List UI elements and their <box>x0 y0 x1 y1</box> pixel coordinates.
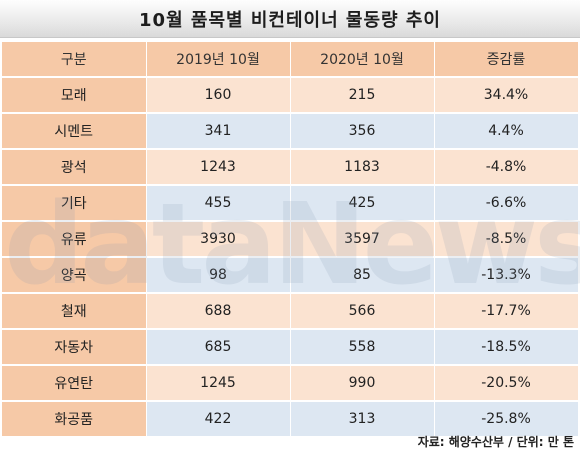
row-change-rate: 34.4% <box>434 77 579 114</box>
title-bar: 10월 품목별 비컨테이너 물동량 추이 <box>0 0 580 38</box>
header-change: 증감률 <box>434 42 579 78</box>
table-header-row: 구분 2019년 10월 2020년 10월 증감률 <box>2 42 579 78</box>
table-container: 구분 2019년 10월 2020년 10월 증감률 모래 160 215 34.4%… <box>2 42 579 438</box>
table-row: 화공품 422 313 -25.8% <box>2 401 579 438</box>
table-row: 유류 3930 3597 -8.5% <box>2 221 579 258</box>
row-2020-value: 990 <box>290 365 435 402</box>
row-2019-value: 422 <box>146 401 291 438</box>
row-category: 철재 <box>2 293 147 330</box>
row-category: 시멘트 <box>2 113 147 150</box>
row-2020-value: 566 <box>290 293 435 330</box>
row-2019-value: 455 <box>146 185 291 222</box>
row-change-rate: -13.3% <box>434 257 579 294</box>
row-2019-value: 1243 <box>146 149 291 186</box>
table-row: 시멘트 341 356 4.4% <box>2 113 579 150</box>
source-note: 자료: 해양수산부 / 단위: 만 톤 <box>417 435 574 449</box>
row-change-rate: -6.6% <box>434 185 579 222</box>
row-change-rate: 4.4% <box>434 113 579 150</box>
row-category: 자동차 <box>2 329 147 366</box>
row-category: 양곡 <box>2 257 147 294</box>
table-row: 유연탄 1245 990 -20.5% <box>2 365 579 402</box>
row-2019-value: 98 <box>146 257 291 294</box>
row-category: 화공품 <box>2 401 147 438</box>
header-category: 구분 <box>2 42 147 78</box>
row-category: 유연탄 <box>2 365 147 402</box>
table-row: 양곡 98 85 -13.3% <box>2 257 579 294</box>
row-2020-value: 215 <box>290 77 435 114</box>
row-category: 모래 <box>2 77 147 114</box>
row-category: 유류 <box>2 221 147 258</box>
row-2020-value: 425 <box>290 185 435 222</box>
row-2020-value: 313 <box>290 401 435 438</box>
row-2020-value: 1183 <box>290 149 435 186</box>
row-category: 기타 <box>2 185 147 222</box>
row-change-rate: -8.5% <box>434 221 579 258</box>
row-change-rate: -4.8% <box>434 149 579 186</box>
page-title: 10월 품목별 비컨테이너 물동량 추이 <box>139 9 441 31</box>
table-row: 기타 455 425 -6.6% <box>2 185 579 222</box>
row-change-rate: -17.7% <box>434 293 579 330</box>
row-2019-value: 685 <box>146 329 291 366</box>
row-change-rate: -25.8% <box>434 401 579 438</box>
header-2019: 2019년 10월 <box>146 42 291 78</box>
row-2019-value: 3930 <box>146 221 291 258</box>
row-change-rate: -18.5% <box>434 329 579 366</box>
data-table: 구분 2019년 10월 2020년 10월 증감률 모래 160 215 34.4%… <box>2 42 579 438</box>
row-2019-value: 688 <box>146 293 291 330</box>
header-2020: 2020년 10월 <box>290 42 435 78</box>
row-2019-value: 341 <box>146 113 291 150</box>
row-category: 광석 <box>2 149 147 186</box>
row-2020-value: 3597 <box>290 221 435 258</box>
row-2019-value: 160 <box>146 77 291 114</box>
table-row: 광석 1243 1183 -4.8% <box>2 149 579 186</box>
table-row: 자동차 685 558 -18.5% <box>2 329 579 366</box>
table-body: 모래 160 215 34.4% 시멘트 341 356 4.4% 광석 1243 1183 -4.8… <box>2 77 579 438</box>
table-row: 철재 688 566 -17.7% <box>2 293 579 330</box>
row-2019-value: 1245 <box>146 365 291 402</box>
row-change-rate: -20.5% <box>434 365 579 402</box>
row-2020-value: 356 <box>290 113 435 150</box>
table-row: 모래 160 215 34.4% <box>2 77 579 114</box>
row-2020-value: 85 <box>290 257 435 294</box>
row-2020-value: 558 <box>290 329 435 366</box>
